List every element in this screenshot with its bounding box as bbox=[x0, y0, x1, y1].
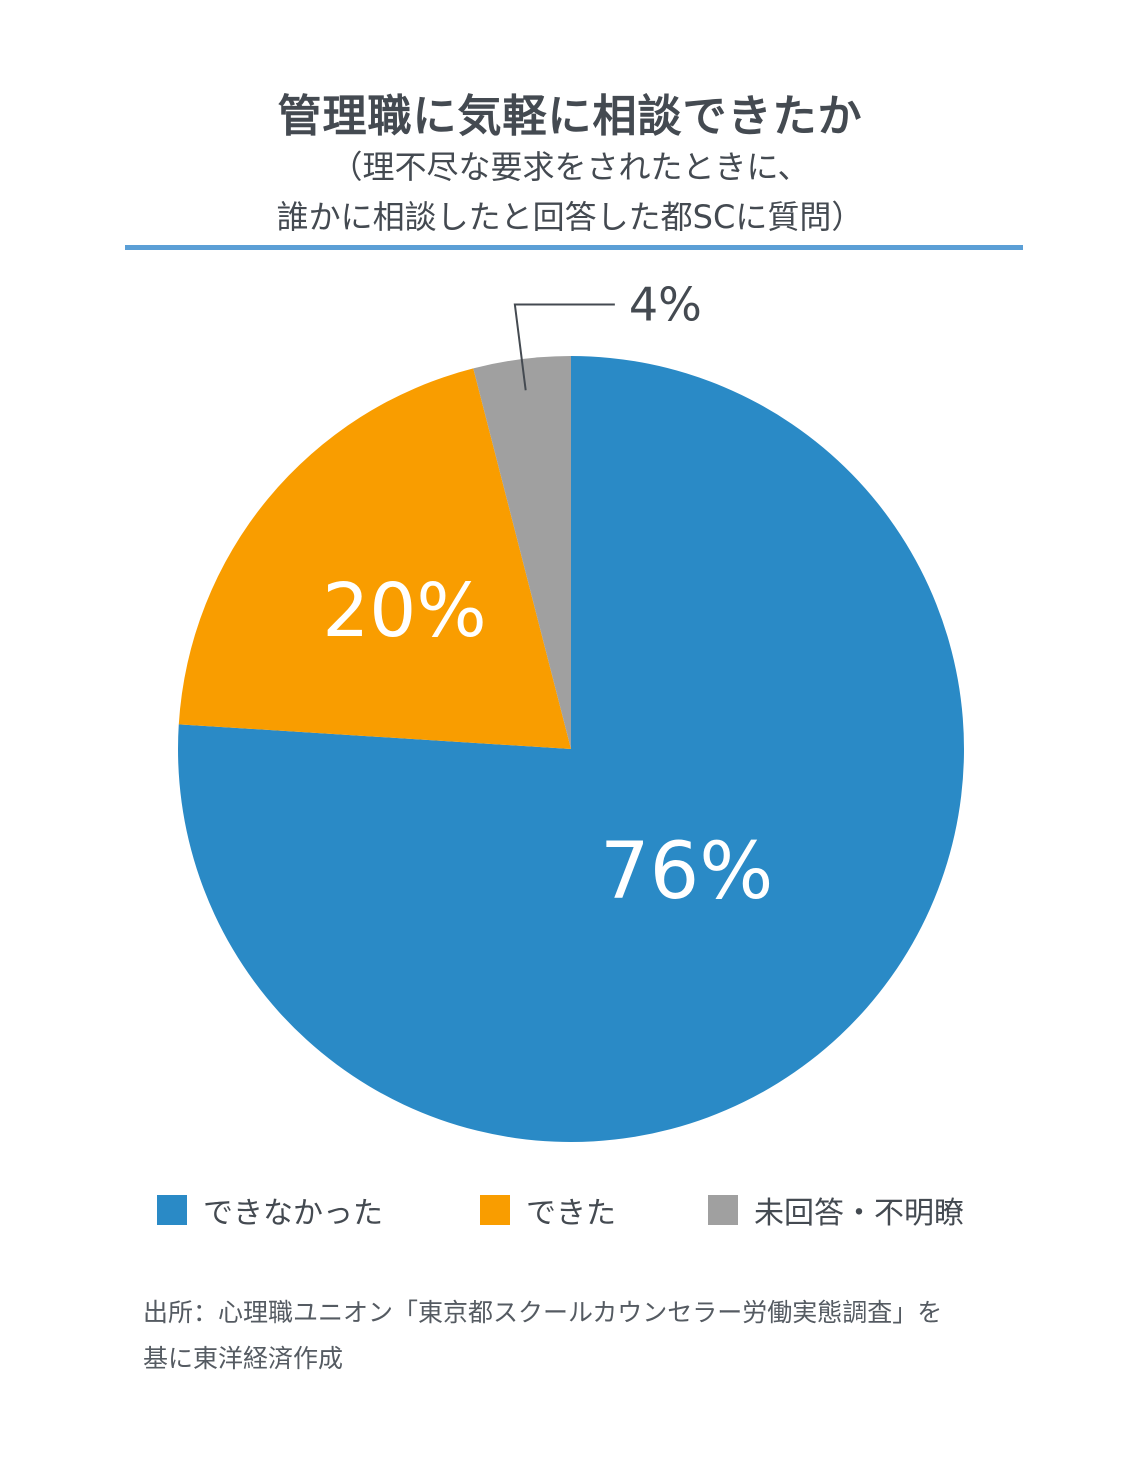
chart-subtitle: （理不尽な要求をされたときに、 誰かに相談したと回答した都SCに質問） bbox=[0, 142, 1140, 242]
legend-item-not-able: できなかった bbox=[157, 1190, 383, 1231]
legend-item-able: できた bbox=[480, 1190, 616, 1231]
slice-label-able: 20% bbox=[322, 568, 486, 654]
chart-subtitle-line-1: （理不尽な要求をされたときに、 bbox=[330, 148, 810, 186]
chart-title: 管理職に気軽に相談できたか bbox=[277, 91, 863, 142]
legend-item-no-answer: 未回答・不明瞭 bbox=[708, 1190, 964, 1231]
legend-label-not-able: できなかった bbox=[203, 1196, 383, 1231]
legend-swatch-able bbox=[480, 1195, 510, 1225]
legend-label-no-answer: 未回答・不明瞭 bbox=[754, 1196, 964, 1231]
source-line-2: 基に東洋経済作成 bbox=[143, 1344, 344, 1373]
title-divider bbox=[125, 245, 1023, 250]
legend-label-able: できた bbox=[526, 1196, 616, 1231]
slice-label-no-answer: 4% bbox=[629, 278, 702, 332]
source-line-1: 出所：心理職ユニオン「東京都スクールカウンセラー労働実態調査」を bbox=[143, 1298, 943, 1327]
slice-no-answer bbox=[473, 356, 571, 749]
legend-swatch-no-answer bbox=[708, 1195, 738, 1225]
chart-subtitle-line-2: 誰かに相談したと回答した都SCに質問） bbox=[276, 198, 864, 236]
legend-swatch-not-able bbox=[157, 1195, 187, 1225]
chart-legend: できなかった できた 未回答・不明瞭 bbox=[0, 1190, 1140, 1231]
slice-leader-line bbox=[513, 303, 615, 391]
slice-able bbox=[178, 368, 571, 749]
slice-label-not-able: 76% bbox=[600, 827, 773, 917]
source-note: 出所：心理職ユニオン「東京都スクールカウンセラー労働実態調査」を 基に東洋経済作… bbox=[143, 1290, 1043, 1382]
